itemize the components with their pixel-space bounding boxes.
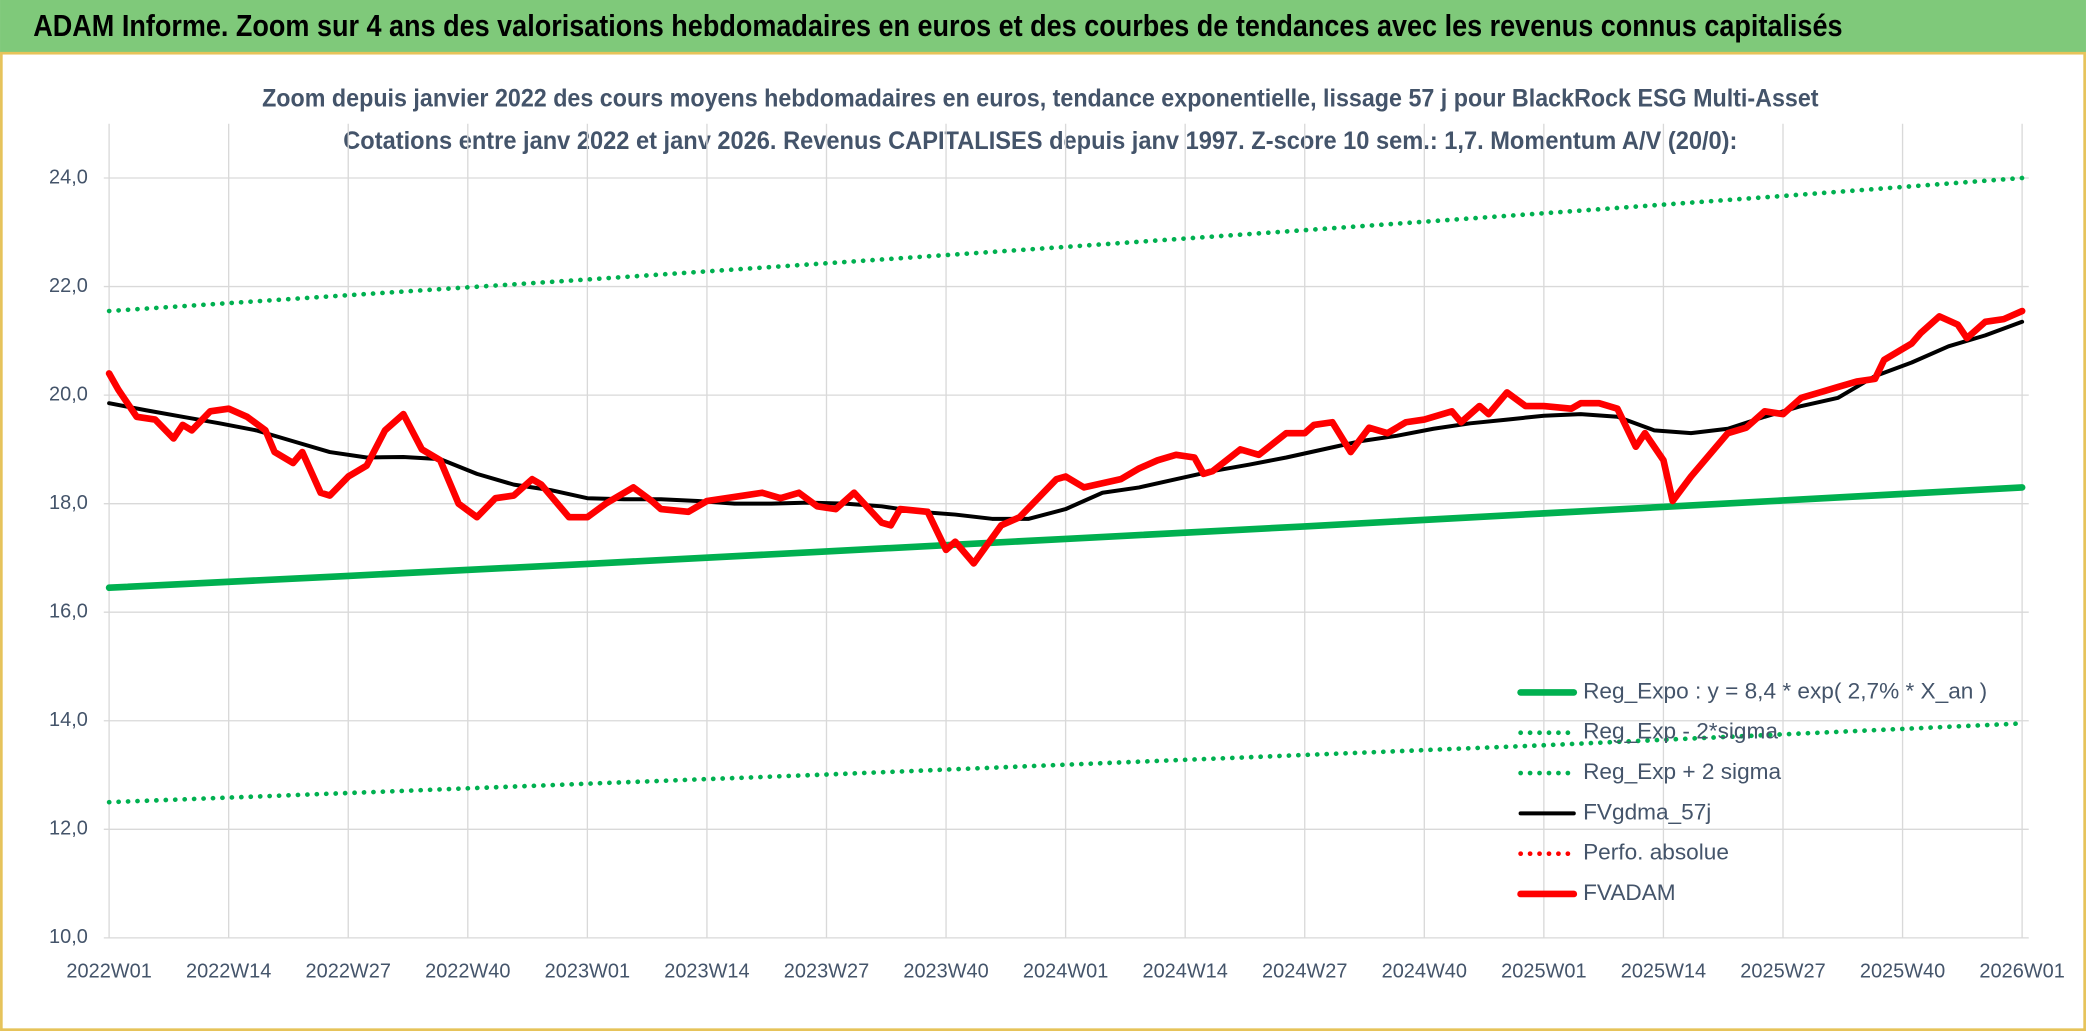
- x-tick-label: 2024W40: [1382, 961, 1467, 983]
- y-tick-label: 10,0: [49, 926, 88, 948]
- x-tick-label: 2026W01: [1979, 961, 2064, 983]
- y-tick-label: 18,0: [49, 492, 88, 514]
- legend-label: Reg_Exp - 2*sigma: [1583, 719, 1778, 744]
- x-tick-label: 2025W14: [1621, 961, 1706, 983]
- chart-subtitle: Cotations entre janv 2022 et janv 2026. …: [343, 127, 1737, 155]
- x-tick-label: 2023W14: [664, 961, 749, 983]
- y-tick-label: 12,0: [49, 818, 88, 840]
- x-tick-label: 2025W01: [1501, 961, 1586, 983]
- legend-label: FVADAM: [1583, 880, 1676, 905]
- legend-label: FVgdma_57j: [1583, 799, 1711, 824]
- frame: [0, 51, 2086, 1031]
- x-tick-label: 2023W01: [545, 961, 630, 983]
- series-line: [105, 484, 2026, 592]
- title-bar: [0, 0, 2086, 54]
- y-tick-label: 16,0: [49, 600, 88, 622]
- x-tick-label: 2025W40: [1860, 961, 1945, 983]
- legend-label: Reg_Exp + 2 sigma: [1583, 759, 1781, 784]
- chart-title: ADAM Informe. Zoom sur 4 ans des valoris…: [33, 9, 1842, 43]
- x-tick-label: 2022W14: [186, 961, 271, 983]
- y-tick-label: 24,0: [49, 166, 88, 188]
- series-line: [105, 307, 2026, 567]
- x-tick-label: 2024W27: [1262, 961, 1347, 983]
- x-tick-label: 2025W27: [1740, 961, 1825, 983]
- y-tick-label: 14,0: [49, 709, 88, 731]
- legend-label: Reg_Expo : y = 8,4 * exp( 2,7% * X_an ): [1583, 678, 1987, 703]
- series-line: [107, 319, 2025, 521]
- y-tick-label: 20,0: [49, 383, 88, 405]
- x-tick-label: 2023W27: [784, 961, 869, 983]
- series-line: [106, 175, 2025, 314]
- legend-label: Perfo. absolue: [1583, 840, 1729, 865]
- series-line: [106, 721, 2025, 805]
- x-tick-label: 2022W01: [66, 961, 151, 983]
- x-tick-label: 2022W27: [306, 961, 391, 983]
- x-tick-label: 2022W40: [425, 961, 510, 983]
- x-tick-label: 2023W40: [903, 961, 988, 983]
- y-tick-label: 22,0: [49, 275, 88, 297]
- x-tick-label: 2024W01: [1023, 961, 1108, 983]
- chart-subtitle: Zoom depuis janvier 2022 des cours moyen…: [262, 84, 1819, 112]
- x-tick-label: 2024W14: [1142, 961, 1227, 983]
